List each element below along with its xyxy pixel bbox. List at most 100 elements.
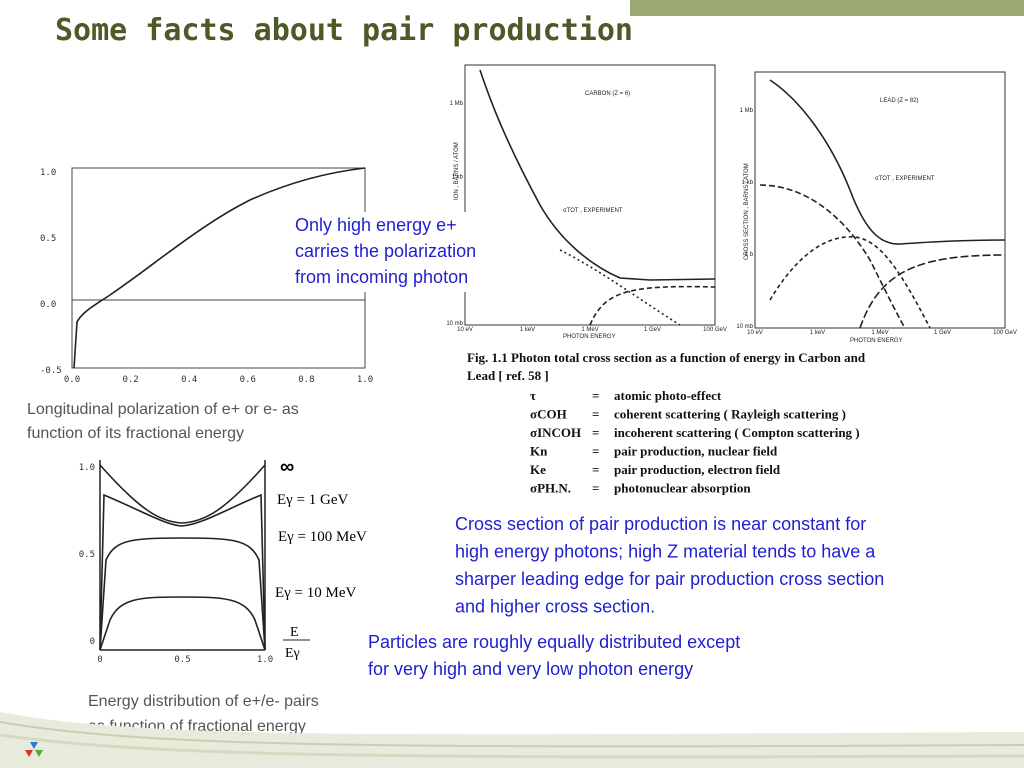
curve-label: Eγ = 10 MeV xyxy=(275,585,356,601)
legend-symbol: Ke xyxy=(530,462,546,477)
legend-eq: = xyxy=(592,481,599,496)
footer-line xyxy=(0,721,1024,748)
figure-caption: Fig. 1.1 Photon total cross section as a… xyxy=(467,350,866,365)
carbon-plot xyxy=(464,64,716,326)
logo xyxy=(25,742,43,757)
frame xyxy=(754,71,1006,329)
axis-label: PHOTON ENERGY xyxy=(850,338,903,344)
x-tick-label: 0.2 xyxy=(122,375,138,385)
legend-text: atomic photo-effect xyxy=(614,388,722,403)
curve xyxy=(589,285,716,326)
legend-symbol: τ xyxy=(530,388,536,403)
curve xyxy=(769,236,931,329)
x-tick-label: 0.6 xyxy=(240,375,256,385)
x-tick-label: 0.0 xyxy=(64,375,80,385)
callout-bg xyxy=(290,212,525,292)
plot-label: σTOT , EXPERIMENT xyxy=(875,176,935,182)
legend-text: photonuclear absorption xyxy=(614,481,751,496)
y-tick-label: 0.0 xyxy=(40,300,56,310)
curve-label: Eγ = 100 MeV xyxy=(278,529,367,545)
legend-symbol: σCOH xyxy=(530,407,567,422)
y-tick-label: 0.5 xyxy=(40,234,56,244)
axis-label: PHOTON ENERGY xyxy=(563,334,616,340)
x-tick-label: 100 GeV xyxy=(703,327,727,333)
curve xyxy=(479,69,716,281)
x-tick-label: 0.5 xyxy=(174,655,190,665)
figure-caption: Lead [ ref. 58 ] xyxy=(467,368,549,383)
curve xyxy=(769,79,1006,245)
x-tick-label: 10 eV xyxy=(747,330,763,336)
legend-text: pair production, electron field xyxy=(614,462,781,477)
x-tick-label: 100 GeV xyxy=(993,330,1017,336)
x-tick-label: 1 MeV xyxy=(871,330,888,336)
energy-plot xyxy=(99,460,310,651)
callout: sharper leading edge for pair production… xyxy=(455,569,884,589)
axis-label: Eγ xyxy=(285,646,300,661)
plot-label: CARBON (Z = 6) xyxy=(585,91,630,97)
callout: Cross section of pair production is near… xyxy=(455,514,866,534)
axis-label: E xyxy=(290,625,299,640)
curve xyxy=(99,537,266,651)
caption: Energy distribution of e+/e- pairs xyxy=(88,693,319,710)
curve xyxy=(99,464,266,524)
y-tick-label: 1 kb xyxy=(742,180,754,186)
curve xyxy=(99,493,266,651)
callout: Only high energy e+ xyxy=(295,215,457,235)
footer-line xyxy=(0,733,1024,759)
legend-text: coherent scattering ( Rayleigh scatterin… xyxy=(614,407,846,422)
legend-symbol: σPH.N. xyxy=(530,481,571,496)
plot-label: σTOT , EXPERIMENT xyxy=(563,208,623,214)
slide-title: Some facts about pair production xyxy=(55,13,633,48)
x-tick-label: 1 GeV xyxy=(934,330,951,336)
axis-label: ION , BARNS / ATOM xyxy=(454,142,460,200)
y-tick-label: 0 xyxy=(90,637,95,647)
x-tick-label: 1 GeV xyxy=(644,327,661,333)
x-tick-label: 10 eV xyxy=(457,327,473,333)
callout: carries the polarization xyxy=(295,241,476,261)
legend-symbol: σINCOH xyxy=(530,425,581,440)
y-tick-label: 10 mb xyxy=(446,321,463,327)
legend-text: incoherent scattering ( Compton scatteri… xyxy=(614,425,860,440)
legend-eq: = xyxy=(592,388,599,403)
x-tick-label: 1.0 xyxy=(357,375,373,385)
curve-label: ∞ xyxy=(280,456,294,478)
y-tick-label: 1 Mb xyxy=(450,101,464,107)
callout: Particles are roughly equally distribute… xyxy=(368,632,740,652)
y-tick-label: 1.0 xyxy=(79,463,95,473)
y-tick-label: 1 kb xyxy=(452,174,464,180)
legend-text: pair production, nuclear field xyxy=(614,444,778,459)
x-tick-label: 0.4 xyxy=(181,375,197,385)
callout: from incoming photon xyxy=(295,267,468,287)
legend-eq: = xyxy=(592,444,599,459)
y-tick-label: -0.5 xyxy=(40,366,62,376)
callout: and higher cross section. xyxy=(455,597,655,617)
legend-symbol: Kn xyxy=(530,444,548,459)
y-tick-label: 0.5 xyxy=(79,550,95,560)
callout: high energy photons; high Z material ten… xyxy=(455,542,876,562)
legend-eq: = xyxy=(592,462,599,477)
x-tick-label: 1 keV xyxy=(520,327,535,333)
y-tick-label: 1 b xyxy=(745,252,754,258)
callout: for very high and very low photon energy xyxy=(368,659,693,679)
axis-label: CROSS SECTION , BARNS / ATOM xyxy=(744,163,750,260)
x-tick-label: 1 MeV xyxy=(581,327,598,333)
caption: function of its fractional energy xyxy=(27,425,244,442)
x-tick-label: 1 keV xyxy=(810,330,825,336)
legend-eq: = xyxy=(592,407,599,422)
curve xyxy=(859,254,1006,329)
curve xyxy=(99,596,266,651)
curve-label: Eγ = 1 GeV xyxy=(277,492,348,508)
x-tick-label: 0.8 xyxy=(298,375,314,385)
x-tick-label: 1.0 xyxy=(257,655,273,665)
caption: Longitudinal polarization of e+ or e- as xyxy=(27,401,299,418)
y-tick-label: 10 mb xyxy=(736,324,753,330)
curve xyxy=(73,167,366,369)
x-tick-label: 0 xyxy=(97,655,102,665)
y-tick-label: 1 Mb xyxy=(740,108,754,114)
y-tick-label: 1.0 xyxy=(40,168,56,178)
legend-eq: = xyxy=(592,425,599,440)
lead-plot xyxy=(754,71,1006,329)
header-bar xyxy=(630,0,1024,16)
curve xyxy=(759,184,906,329)
